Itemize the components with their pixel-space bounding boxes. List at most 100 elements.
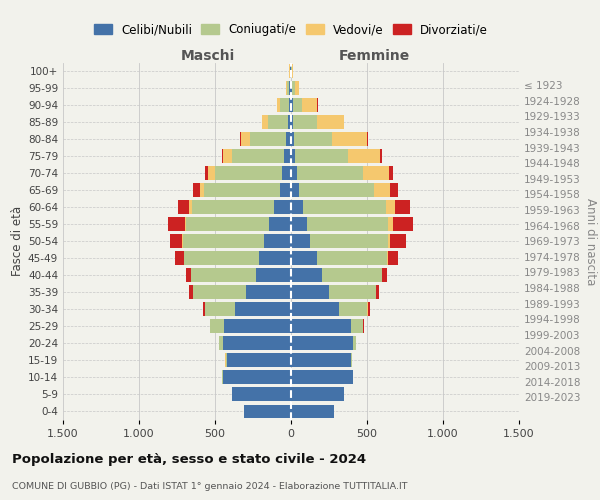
Bar [293, 115, 317, 129]
Bar [250, 132, 286, 146]
Bar [287, 115, 291, 129]
Bar [246, 286, 291, 300]
Bar [367, 132, 368, 146]
Bar [332, 132, 367, 146]
Bar [185, 217, 186, 231]
Bar [395, 200, 410, 214]
Bar [226, 354, 227, 368]
Bar [317, 115, 344, 129]
Bar [190, 200, 192, 214]
Bar [391, 234, 406, 248]
Bar [259, 252, 291, 266]
Bar [190, 286, 193, 300]
Bar [227, 354, 291, 368]
Bar [347, 149, 380, 163]
Bar [287, 81, 289, 95]
Bar [293, 98, 302, 112]
Bar [291, 286, 329, 300]
Text: Popolazione per età, sesso e stato civile - 2024: Popolazione per età, sesso e stato civil… [12, 452, 366, 466]
Bar [386, 200, 395, 214]
Bar [291, 320, 352, 334]
Bar [244, 404, 291, 418]
Bar [291, 252, 317, 266]
Bar [223, 336, 291, 350]
Bar [368, 302, 370, 316]
Bar [192, 200, 274, 214]
Bar [205, 183, 280, 197]
Bar [294, 132, 332, 146]
Bar [297, 166, 363, 180]
Bar [291, 115, 293, 129]
Bar [291, 217, 307, 231]
Bar [295, 149, 347, 163]
Bar [340, 302, 367, 316]
Bar [208, 166, 215, 180]
Bar [224, 320, 291, 334]
Bar [223, 149, 232, 163]
Bar [286, 81, 287, 95]
Legend: Celibi/Nubili, Coniugati/e, Vedovi/e, Divorziati/e: Celibi/Nubili, Coniugati/e, Vedovi/e, Di… [89, 18, 493, 41]
Bar [205, 166, 208, 180]
Bar [280, 183, 291, 197]
Text: Femmine: Femmine [339, 50, 410, 64]
Bar [290, 64, 291, 78]
Bar [291, 336, 353, 350]
Bar [184, 252, 259, 266]
Bar [168, 217, 185, 231]
Bar [388, 217, 392, 231]
Bar [284, 149, 291, 163]
Bar [211, 320, 224, 334]
Bar [262, 115, 268, 129]
Bar [223, 370, 291, 384]
Bar [322, 268, 382, 282]
Bar [269, 217, 291, 231]
Bar [392, 217, 413, 231]
Bar [291, 234, 310, 248]
Bar [329, 286, 376, 300]
Bar [388, 234, 391, 248]
Bar [274, 200, 291, 214]
Bar [317, 252, 387, 266]
Y-axis label: Anni di nascita: Anni di nascita [584, 198, 597, 285]
Bar [389, 166, 393, 180]
Bar [200, 183, 205, 197]
Bar [291, 81, 292, 95]
Bar [295, 81, 299, 95]
Bar [232, 149, 284, 163]
Y-axis label: Fasce di età: Fasce di età [11, 206, 24, 276]
Bar [235, 302, 291, 316]
Bar [209, 320, 210, 334]
Bar [307, 217, 388, 231]
Bar [291, 149, 295, 163]
Bar [292, 81, 295, 95]
Bar [292, 64, 293, 78]
Bar [219, 336, 223, 350]
Bar [291, 302, 340, 316]
Bar [291, 200, 304, 214]
Bar [388, 252, 398, 266]
Bar [222, 370, 223, 384]
Bar [232, 388, 291, 402]
Bar [387, 252, 388, 266]
Bar [222, 149, 223, 163]
Bar [380, 149, 382, 163]
Bar [170, 234, 182, 248]
Bar [363, 166, 389, 180]
Bar [178, 200, 190, 214]
Bar [286, 132, 291, 146]
Bar [268, 115, 287, 129]
Bar [310, 234, 388, 248]
Bar [193, 183, 200, 197]
Bar [291, 132, 294, 146]
Bar [289, 98, 291, 112]
Bar [205, 302, 235, 316]
Bar [352, 320, 363, 334]
Bar [265, 234, 291, 248]
Text: COMUNE DI GUBBIO (PG) - Dati ISTAT 1° gennaio 2024 - Elaborazione TUTTITALIA.IT: COMUNE DI GUBBIO (PG) - Dati ISTAT 1° ge… [12, 482, 407, 491]
Bar [175, 252, 184, 266]
Bar [363, 320, 364, 334]
Bar [291, 370, 353, 384]
Bar [256, 268, 291, 282]
Text: Maschi: Maschi [180, 50, 235, 64]
Bar [241, 132, 250, 146]
